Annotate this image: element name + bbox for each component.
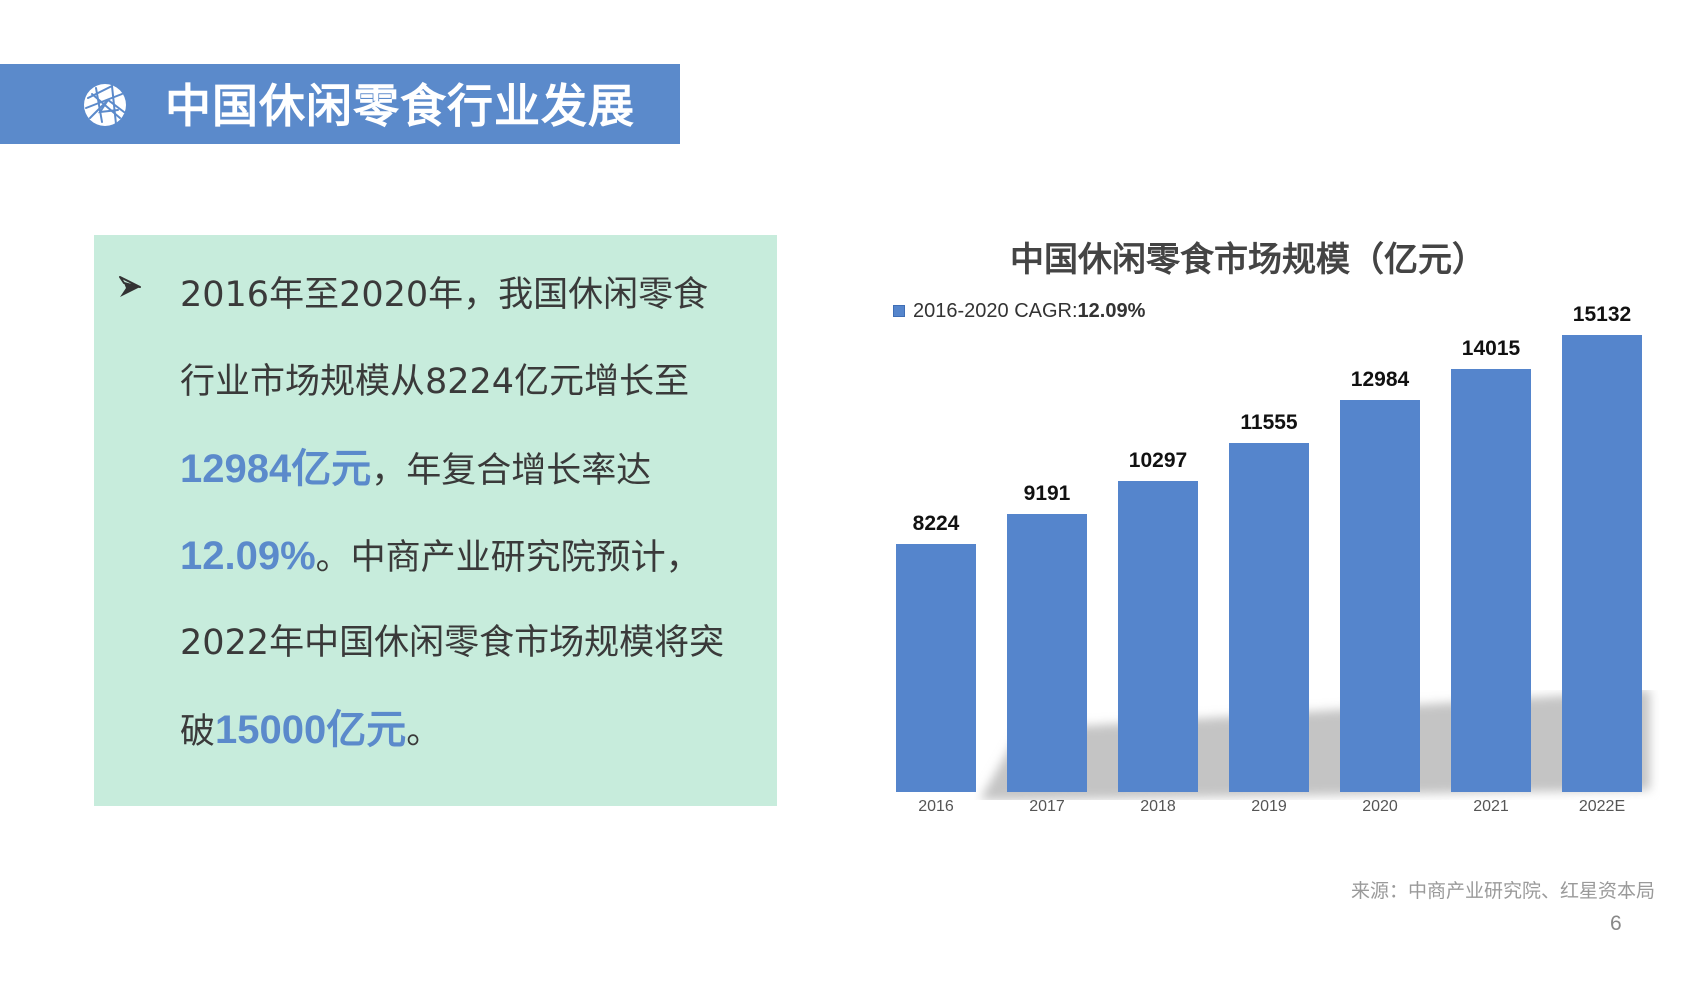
bar-2018 [1118,481,1198,792]
bar-2020 [1340,400,1420,792]
bar-2017 [1007,514,1087,792]
x-tick-2021: 2021 [1473,798,1509,815]
data-label-2018: 10297 [1128,449,1188,472]
x-tick-2016: 2016 [918,798,954,815]
data-label-2020: 12984 [1350,368,1410,391]
chart-legend: 2016-2020 CAGR:12.09% [893,298,1145,324]
x-tick-2022E: 2022E [1578,798,1626,815]
page-number: 6 [1610,912,1622,935]
data-label-2022E: 15132 [1572,303,1632,326]
x-tick-2018: 2018 [1140,798,1176,815]
x-tick-2019: 2019 [1251,798,1287,815]
summary-line-1: 2016年至2020年，我国休闲零食 [180,275,709,315]
summary-text: 2016年至2020年，我国休闲零食 行业市场规模从8224亿元增长至 1298… [180,252,760,774]
legend-label: 2016-2020 CAGR: [913,300,1078,322]
summary-panel [94,235,777,806]
legend-value: 12.09% [1077,300,1146,322]
bar-2016 [896,544,976,792]
summary-line-5: 2022年中国休闲零食市场规模将突 [180,623,725,663]
data-label-2019: 11555 [1240,411,1298,434]
bar-2021 [1451,369,1531,792]
summary-line-3: 12984亿元，年复合增长率达 [180,447,652,491]
x-tick-2017: 2017 [1029,798,1065,815]
data-label-2016: 8224 [912,512,960,535]
data-label-2021: 14015 [1461,337,1521,360]
source-note: 来源：中商产业研究院、红星资本局 [1350,880,1655,902]
bar-2019 [1229,443,1309,792]
data-label-2017: 9191 [1023,482,1071,505]
bar-2022E [1562,335,1642,792]
arrowhead-bullet-icon [119,276,141,297]
legend-swatch [893,305,905,317]
globe-network-icon [84,84,126,126]
highlight-cagr: 12.09% [180,534,316,578]
chart-title: 中国休闲零食市场规模（亿元） [1010,240,1486,280]
x-tick-2020: 2020 [1362,798,1398,815]
summary-line-4: 12.09%。中商产业研究院预计， [180,534,701,578]
summary-line-6: 破15000亿元。 [180,708,442,752]
highlight-forecast-2022: 15000亿元 [215,708,407,752]
summary-line-2: 行业市场规模从8224亿元增长至 [180,362,690,402]
highlight-market-2020: 12984亿元 [180,447,372,491]
page-title: 中国休闲零食行业发展 [165,79,635,133]
